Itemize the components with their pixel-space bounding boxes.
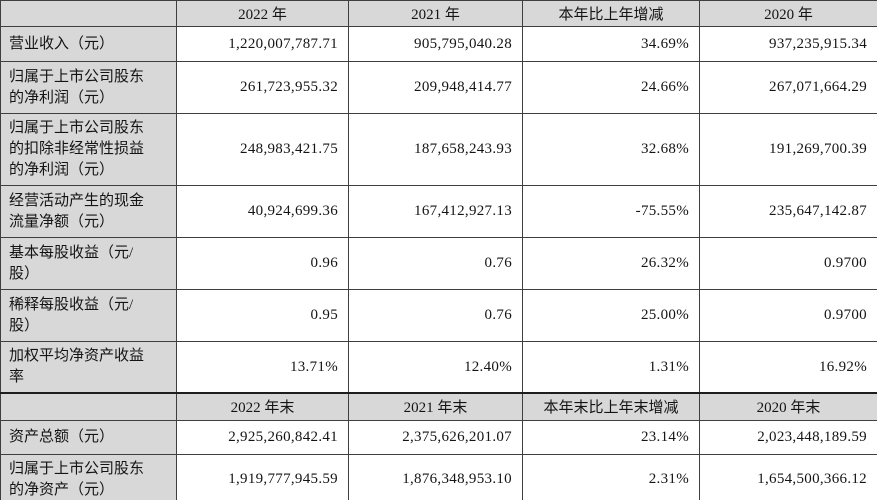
value-cell-2021: 187,658,243.93	[348, 113, 523, 186]
value-cell-change: 25.00%	[522, 289, 700, 342]
value-cell-2022: 40,924,699.36	[176, 185, 349, 238]
value-cell-2020: 191,269,700.39	[699, 113, 877, 186]
value-cell-2022: 248,983,421.75	[176, 113, 349, 186]
column-header-yoy-change: 本年比上年增减	[522, 0, 700, 27]
value-cell-2021: 0.76	[348, 237, 523, 290]
value-cell-2020: 16.92%	[699, 341, 877, 394]
value-cell-2020: 937,235,915.34	[699, 26, 877, 62]
value-cell-2022: 261,723,955.32	[176, 61, 349, 114]
value-cell-2021: 0.76	[348, 289, 523, 342]
corner-cell	[0, 0, 177, 27]
row-label: 基本每股收益（元/ 股）	[0, 237, 177, 290]
row-label: 归属于上市公司股东 的扣除非经常性损益 的净利润（元）	[0, 113, 177, 186]
corner-cell	[0, 392, 177, 421]
value-cell-2022: 1,919,777,945.59	[176, 453, 349, 500]
table-row-operating-cash-flow: 经营活动产生的现金 流量净额（元） 40,924,699.36 167,412,…	[0, 185, 877, 238]
column-header-2022-year-end: 2022 年末	[176, 392, 349, 421]
value-cell-2021: 209,948,414.77	[348, 61, 523, 114]
value-cell-change: -75.55%	[522, 185, 700, 238]
value-cell-change: 34.69%	[522, 26, 700, 62]
value-cell-2022: 0.96	[176, 237, 349, 290]
row-label: 加权平均净资产收益 率	[0, 341, 177, 394]
value-cell-change: 26.32%	[522, 237, 700, 290]
table-row-revenue: 营业收入（元） 1,220,007,787.71 905,795,040.28 …	[0, 26, 877, 62]
value-cell-2022: 1,220,007,787.71	[176, 26, 349, 62]
value-cell-change: 32.68%	[522, 113, 700, 186]
value-cell-2020: 2,023,448,189.59	[699, 419, 877, 455]
column-header-2021: 2021 年	[348, 0, 523, 27]
row-label: 资产总额（元）	[0, 419, 177, 455]
value-cell-change: 23.14%	[522, 419, 700, 455]
column-header-year-end-change: 本年末比上年末增减	[522, 392, 700, 421]
table-row-net-profit-excl-nonrecurring: 归属于上市公司股东 的扣除非经常性损益 的净利润（元） 248,983,421.…	[0, 113, 877, 186]
value-cell-2022: 0.95	[176, 289, 349, 342]
row-label: 营业收入（元）	[0, 26, 177, 62]
value-cell-2021: 2,375,626,201.07	[348, 419, 523, 455]
table-row-basic-eps: 基本每股收益（元/ 股） 0.96 0.76 26.32% 0.9700	[0, 237, 877, 290]
row-label: 归属于上市公司股东 的净利润（元）	[0, 61, 177, 114]
row-label: 稀释每股收益（元/ 股）	[0, 289, 177, 342]
column-header-2020-year-end: 2020 年末	[699, 392, 877, 421]
value-cell-2020: 1,654,500,366.12	[699, 453, 877, 500]
value-cell-2020: 0.9700	[699, 237, 877, 290]
value-cell-2021: 12.40%	[348, 341, 523, 394]
value-cell-2021: 905,795,040.28	[348, 26, 523, 62]
value-cell-change: 2.31%	[522, 453, 700, 500]
column-header-2020: 2020 年	[699, 0, 877, 27]
column-header-2021-year-end: 2021 年末	[348, 392, 523, 421]
value-cell-change: 1.31%	[522, 341, 700, 394]
value-cell-2022: 13.71%	[176, 341, 349, 394]
row-label: 归属于上市公司股东 的净资产（元）	[0, 453, 177, 500]
value-cell-2022: 2,925,260,842.41	[176, 419, 349, 455]
table-row-net-profit: 归属于上市公司股东 的净利润（元） 261,723,955.32 209,948…	[0, 61, 877, 114]
value-cell-change: 24.66%	[522, 61, 700, 114]
year-end-header-row: 2022 年末 2021 年末 本年末比上年末增减 2020 年末	[0, 392, 877, 421]
value-cell-2021: 167,412,927.13	[348, 185, 523, 238]
value-cell-2020: 0.9700	[699, 289, 877, 342]
table-row-diluted-eps: 稀释每股收益（元/ 股） 0.95 0.76 25.00% 0.9700	[0, 289, 877, 342]
value-cell-2021: 1,876,348,953.10	[348, 453, 523, 500]
table-row-net-assets: 归属于上市公司股东 的净资产（元） 1,919,777,945.59 1,876…	[0, 453, 877, 500]
table-row-weighted-avg-roe: 加权平均净资产收益 率 13.71% 12.40% 1.31% 16.92%	[0, 341, 877, 394]
table-row-total-assets: 资产总额（元） 2,925,260,842.41 2,375,626,201.0…	[0, 419, 877, 455]
column-header-2022: 2022 年	[176, 0, 349, 27]
row-label: 经营活动产生的现金 流量净额（元）	[0, 185, 177, 238]
value-cell-2020: 267,071,664.29	[699, 61, 877, 114]
value-cell-2020: 235,647,142.87	[699, 185, 877, 238]
annual-header-row: 2022 年 2021 年 本年比上年增减 2020 年	[0, 0, 877, 27]
